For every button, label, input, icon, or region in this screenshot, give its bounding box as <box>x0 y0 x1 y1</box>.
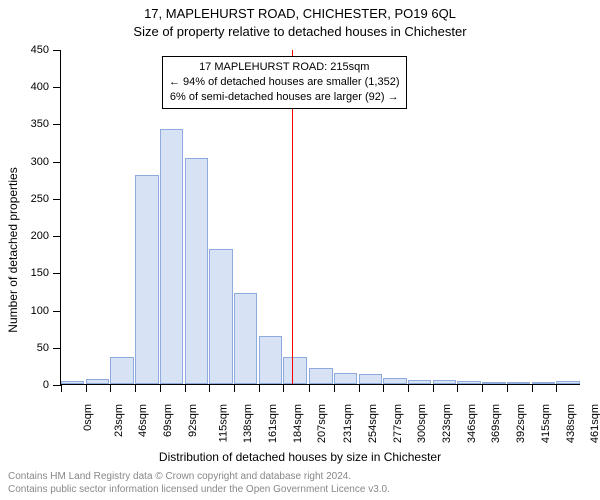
x-tick <box>507 384 508 392</box>
y-tick <box>53 348 61 349</box>
x-tick-label: 0sqm <box>82 404 94 431</box>
y-axis-label: Number of detached properties <box>6 167 20 332</box>
x-tick-label: 69sqm <box>162 404 174 437</box>
histogram-bar <box>556 381 579 384</box>
x-tick <box>532 384 533 392</box>
x-tick-label: 161sqm <box>267 404 279 443</box>
x-tick-label: 115sqm <box>217 404 229 442</box>
x-tick-label: 254sqm <box>367 404 379 443</box>
y-tick-label: 50 <box>37 342 49 354</box>
x-tick <box>482 384 483 392</box>
copyright-line-2: Contains public sector information licen… <box>8 484 592 497</box>
histogram-bar <box>234 293 257 384</box>
x-tick-label: 392sqm <box>515 404 527 443</box>
x-tick <box>110 384 111 392</box>
y-tick <box>53 385 61 386</box>
histogram-bar <box>383 378 406 384</box>
page-title: 17, MAPLEHURST ROAD, CHICHESTER, PO19 6Q… <box>0 6 600 21</box>
x-tick <box>359 384 360 392</box>
histogram-bar <box>309 368 332 384</box>
x-tick-label: 231sqm <box>342 404 354 443</box>
histogram-bar <box>408 380 431 384</box>
y-tick-label: 450 <box>31 44 49 56</box>
histogram-bar <box>283 357 306 384</box>
x-tick-label: 323sqm <box>441 404 453 443</box>
x-tick-label: 415sqm <box>540 404 552 443</box>
y-tick <box>53 311 61 312</box>
x-tick <box>86 384 87 392</box>
info-box-line: 6% of semi-detached houses are larger (9… <box>169 90 400 105</box>
x-tick <box>259 384 260 392</box>
histogram-bar <box>135 175 158 384</box>
y-tick-label: 400 <box>31 81 49 93</box>
x-tick <box>185 384 186 392</box>
y-tick-label: 100 <box>31 305 49 317</box>
x-tick <box>383 384 384 392</box>
histogram-bar <box>334 373 357 384</box>
y-tick <box>53 50 61 51</box>
histogram-bar <box>86 379 109 384</box>
y-tick-label: 300 <box>31 156 49 168</box>
histogram-bar <box>110 357 133 384</box>
y-tick <box>53 87 61 88</box>
x-tick-label: 369sqm <box>491 404 503 443</box>
histogram-bar <box>61 381 84 384</box>
info-box-line: 17 MAPLEHURST ROAD: 215sqm <box>169 60 400 75</box>
y-tick <box>53 199 61 200</box>
x-tick <box>160 384 161 392</box>
x-tick-label: 461sqm <box>589 404 600 443</box>
histogram-bar <box>482 382 505 384</box>
x-tick <box>309 384 310 392</box>
x-tick <box>209 384 210 392</box>
histogram-bar <box>259 336 282 384</box>
histogram-bar <box>507 382 530 384</box>
info-box: 17 MAPLEHURST ROAD: 215sqm← 94% of detac… <box>162 56 407 109</box>
x-tick-label: 346sqm <box>466 404 478 443</box>
x-tick-label: 138sqm <box>242 404 254 443</box>
y-tick <box>53 273 61 274</box>
x-tick-label: 207sqm <box>317 404 329 443</box>
y-tick-label: 150 <box>31 267 49 279</box>
x-tick-label: 46sqm <box>137 404 149 437</box>
chart-plot-area: 0501001502002503003504004500sqm23sqm46sq… <box>60 50 580 385</box>
x-tick <box>135 384 136 392</box>
copyright-line-1: Contains HM Land Registry data © Crown c… <box>8 471 592 484</box>
x-tick-label: 438sqm <box>565 404 577 443</box>
y-tick-label: 200 <box>31 230 49 242</box>
x-tick-label: 277sqm <box>392 404 404 443</box>
x-tick <box>457 384 458 392</box>
y-tick <box>53 162 61 163</box>
x-tick <box>433 384 434 392</box>
histogram-bar <box>433 380 456 384</box>
histogram-bar <box>185 158 208 384</box>
info-box-line: ← 94% of detached houses are smaller (1,… <box>169 75 400 90</box>
x-tick-label: 92sqm <box>187 404 199 437</box>
x-tick <box>283 384 284 392</box>
x-tick <box>556 384 557 392</box>
histogram-bar <box>160 129 183 384</box>
histogram-bar <box>532 382 555 384</box>
chart-subtitle: Size of property relative to detached ho… <box>0 24 600 39</box>
histogram-bar <box>209 249 232 384</box>
y-tick <box>53 124 61 125</box>
histogram-bar <box>457 381 480 384</box>
x-tick-label: 184sqm <box>292 404 304 443</box>
x-tick <box>234 384 235 392</box>
y-tick-label: 250 <box>31 193 49 205</box>
x-axis-label: Distribution of detached houses by size … <box>0 450 600 464</box>
copyright-text: Contains HM Land Registry data © Crown c… <box>8 471 592 496</box>
y-tick-label: 0 <box>43 379 49 391</box>
x-tick <box>408 384 409 392</box>
histogram-bar <box>359 374 382 384</box>
y-tick <box>53 236 61 237</box>
x-tick <box>334 384 335 392</box>
y-tick-label: 350 <box>31 118 49 130</box>
x-tick <box>61 384 62 392</box>
x-tick-label: 300sqm <box>416 404 428 443</box>
x-tick-label: 23sqm <box>113 404 125 437</box>
